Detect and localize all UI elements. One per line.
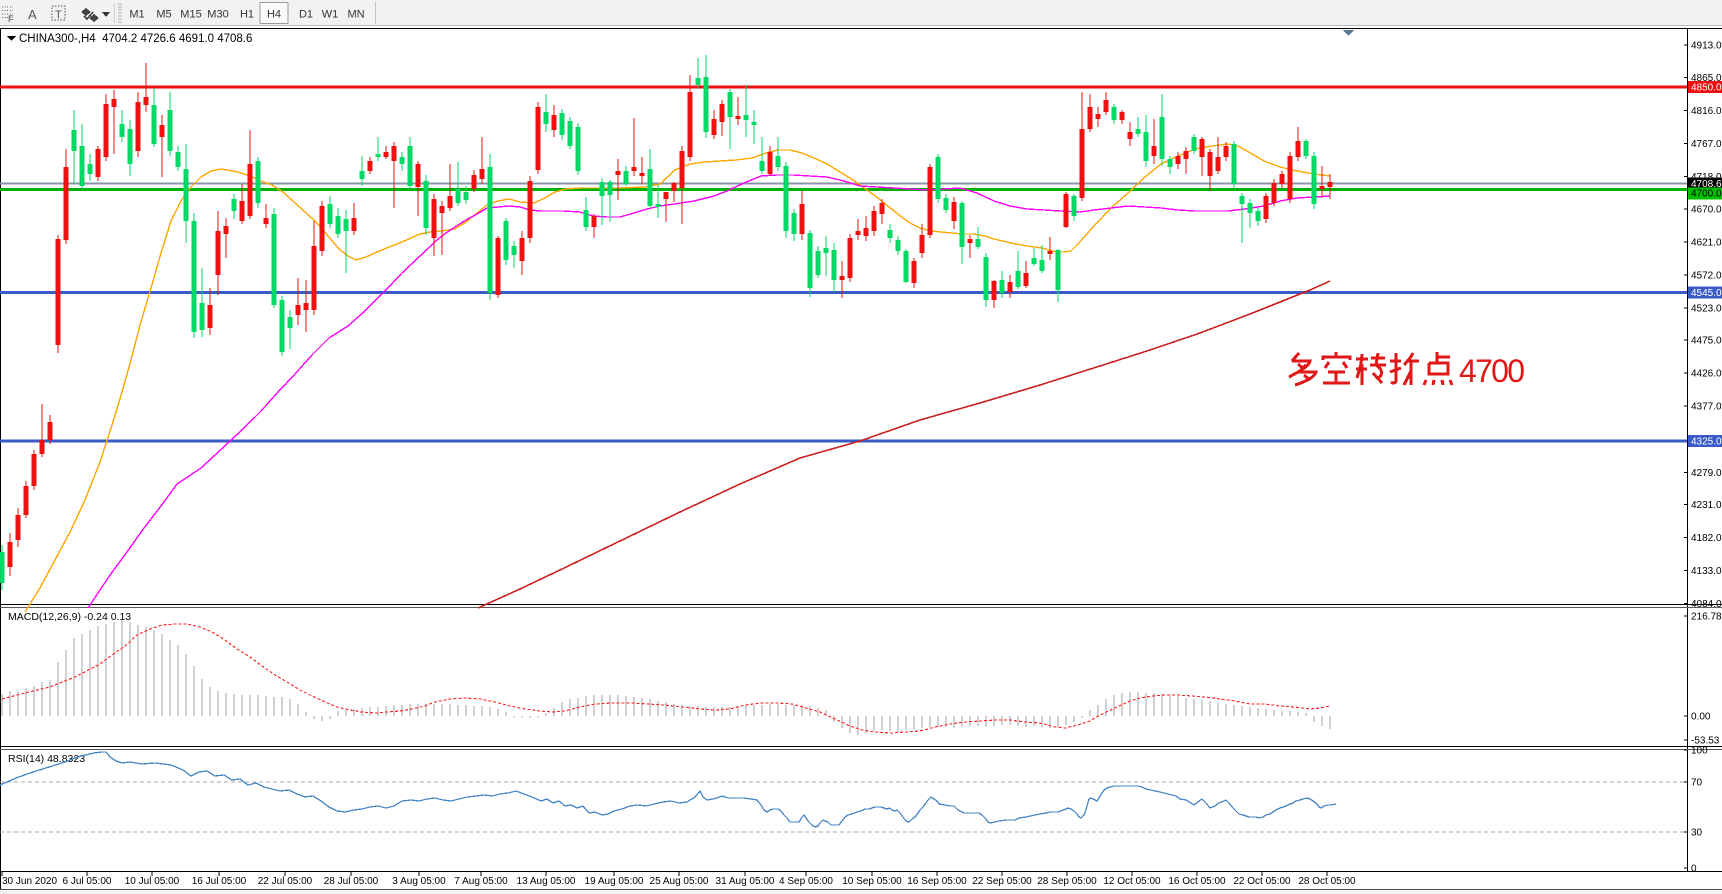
svg-text:30: 30 (1691, 828, 1703, 839)
svg-text:4325.0: 4325.0 (1691, 437, 1722, 448)
svg-text:4426.0: 4426.0 (1691, 369, 1722, 380)
svg-text:4133.0: 4133.0 (1691, 566, 1722, 577)
svg-text:4670.0: 4670.0 (1691, 204, 1722, 215)
svg-text:216.78: 216.78 (1691, 612, 1722, 623)
svg-text:22 Oct 05:00: 22 Oct 05:00 (1233, 876, 1291, 887)
svg-text:W1: W1 (322, 9, 339, 21)
svg-text:MACD(12,26,9) -0.24 0.13: MACD(12,26,9) -0.24 0.13 (8, 611, 131, 623)
svg-text:M30: M30 (207, 9, 228, 21)
svg-text:4621.0: 4621.0 (1691, 237, 1722, 248)
svg-text:4865.0: 4865.0 (1691, 73, 1722, 84)
svg-text:30 Jun 2020: 30 Jun 2020 (2, 876, 57, 887)
svg-text:4523.0: 4523.0 (1691, 303, 1722, 314)
svg-text:4718.0: 4718.0 (1691, 172, 1722, 183)
svg-text:F: F (8, 14, 14, 24)
svg-text:4708.6: 4708.6 (1691, 179, 1722, 190)
svg-text:4572.0: 4572.0 (1691, 270, 1722, 281)
svg-text:4475.0: 4475.0 (1691, 336, 1722, 347)
svg-text:-53.53: -53.53 (1691, 736, 1720, 747)
svg-text:10 Sep 05:00: 10 Sep 05:00 (842, 876, 902, 887)
svg-text:4545.0: 4545.0 (1691, 288, 1722, 299)
svg-text:7 Aug 05:00: 7 Aug 05:00 (454, 876, 508, 887)
svg-text:16 Sep 05:00: 16 Sep 05:00 (907, 876, 967, 887)
svg-text:100: 100 (1691, 746, 1708, 757)
svg-text:4231.0: 4231.0 (1691, 500, 1722, 511)
svg-text:10 Jul 05:00: 10 Jul 05:00 (125, 876, 180, 887)
svg-text:3 Aug 05:00: 3 Aug 05:00 (392, 876, 446, 887)
svg-text:4700: 4700 (1459, 353, 1525, 389)
svg-text:4 Sep 05:00: 4 Sep 05:00 (779, 876, 833, 887)
svg-text:19 Aug 05:00: 19 Aug 05:00 (585, 876, 644, 887)
svg-text:D1: D1 (299, 9, 313, 21)
svg-text:13 Aug 05:00: 13 Aug 05:00 (517, 876, 576, 887)
svg-text:12 Oct 05:00: 12 Oct 05:00 (1103, 876, 1161, 887)
svg-text:4850.0: 4850.0 (1691, 83, 1722, 94)
svg-text:31 Aug 05:00: 31 Aug 05:00 (716, 876, 775, 887)
svg-text:A: A (28, 7, 37, 22)
svg-text:22 Jul 05:00: 22 Jul 05:00 (258, 876, 313, 887)
svg-text:T: T (55, 9, 62, 21)
svg-text:CHINA300-,H4 4704.2 4726.6 46: CHINA300-,H4 4704.2 4726.6 4691.0 4708.6 (19, 33, 252, 45)
svg-text:4767.0: 4767.0 (1691, 139, 1722, 150)
svg-text:4700.0: 4700.0 (1691, 189, 1722, 200)
svg-text:M15: M15 (180, 9, 201, 21)
svg-text:4279.0: 4279.0 (1691, 468, 1722, 479)
svg-text:28 Oct 05:00: 28 Oct 05:00 (1298, 876, 1356, 887)
svg-text:16 Oct 05:00: 16 Oct 05:00 (1168, 876, 1226, 887)
svg-text:H4: H4 (267, 9, 281, 21)
svg-text:4377.0: 4377.0 (1691, 402, 1722, 413)
svg-text:4084.0: 4084.0 (1691, 599, 1722, 610)
svg-text:16 Jul 05:00: 16 Jul 05:00 (192, 876, 247, 887)
svg-text:70: 70 (1691, 778, 1703, 789)
svg-text:0: 0 (1691, 864, 1697, 875)
svg-text:MN: MN (347, 9, 364, 21)
svg-text:22 Sep 05:00: 22 Sep 05:00 (972, 876, 1032, 887)
svg-text:4816.0: 4816.0 (1691, 106, 1722, 117)
svg-text:25 Aug 05:00: 25 Aug 05:00 (650, 876, 709, 887)
svg-text:4182.0: 4182.0 (1691, 533, 1722, 544)
svg-text:H1: H1 (240, 9, 254, 21)
svg-text:4913.0: 4913.0 (1691, 41, 1722, 52)
svg-text:6 Jul 05:00: 6 Jul 05:00 (63, 876, 112, 887)
svg-text:28 Sep 05:00: 28 Sep 05:00 (1037, 876, 1097, 887)
svg-text:M5: M5 (156, 9, 171, 21)
svg-text:28 Jul 05:00: 28 Jul 05:00 (324, 876, 379, 887)
svg-text:M1: M1 (129, 9, 144, 21)
svg-text:0.00: 0.00 (1691, 712, 1711, 723)
